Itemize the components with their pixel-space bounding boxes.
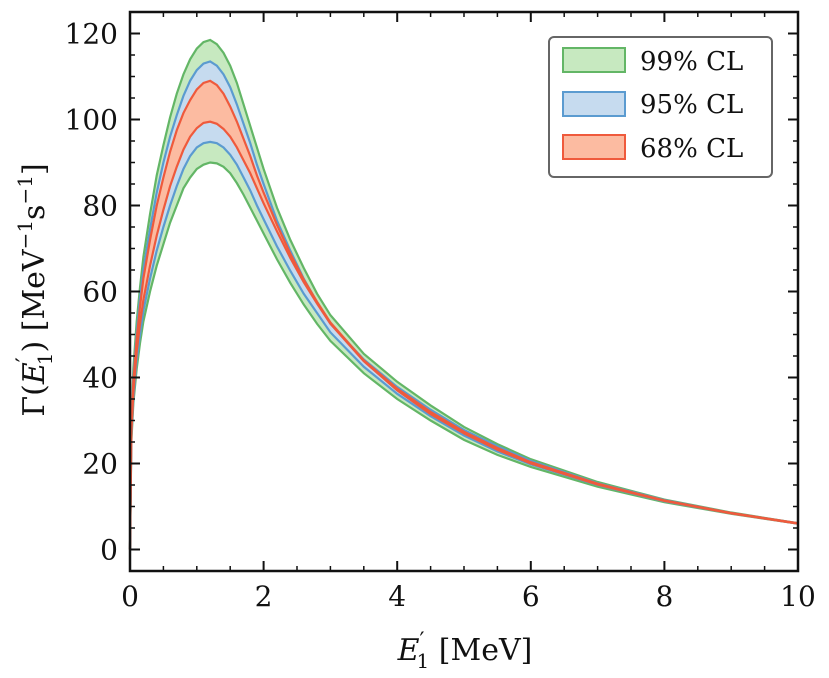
legend-label-99: 99% CL: [640, 47, 743, 77]
legend-swatch-99: [562, 47, 626, 73]
x-tick-label: 8: [655, 580, 673, 613]
legend: 99% CL 95% CL 68% CL: [548, 36, 773, 178]
y-tick-label: 0: [100, 534, 118, 567]
legend-swatch-95: [562, 91, 626, 117]
axis-ticks: [129, 11, 799, 571]
legend-label-95: 95% CL: [640, 90, 743, 120]
band-95-upper-line: [128, 60, 799, 550]
band-68-upper-line: [128, 79, 799, 550]
confidence-bands: [128, 38, 799, 550]
band-99-lower-line: [128, 161, 799, 550]
x-tick-label: 2: [255, 580, 273, 613]
y-tick-label: 100: [65, 104, 118, 137]
band-99-upper-line: [128, 38, 799, 550]
x-tick-label: 6: [522, 580, 540, 613]
y-tick-label: 120: [65, 18, 118, 51]
x-tick-label: 10: [780, 580, 816, 613]
legend-swatch-68: [562, 134, 626, 160]
y-tick-label: 20: [82, 448, 118, 481]
x-tick-label: 0: [121, 580, 139, 613]
y-axis-label: Γ(E′1) [MeV−1s−1]: [13, 163, 57, 416]
plot-frame: [128, 10, 800, 573]
x-tick-label: 4: [388, 580, 406, 613]
y-tick-label: 80: [82, 190, 118, 223]
x-tick-labels: 0 2 4 6 8 10: [121, 580, 816, 613]
band-95-lower-line: [128, 140, 799, 550]
y-tick-label: 60: [82, 276, 118, 309]
y-tick-label: 40: [82, 362, 118, 395]
legend-label-68: 68% CL: [640, 134, 743, 164]
band-68-lower-line: [128, 120, 799, 550]
y-tick-labels: 0 20 40 60 80 100 120: [65, 18, 118, 567]
x-axis-label: E′ 1 [MeV]: [397, 629, 533, 673]
